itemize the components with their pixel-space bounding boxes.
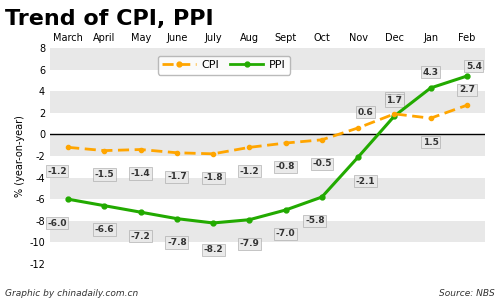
Text: 1.9: 1.9 (386, 94, 402, 103)
Bar (50, 178, 485, 199)
Bar (50, 134, 485, 156)
Text: -0.5: -0.5 (312, 159, 332, 168)
Text: -1.8: -1.8 (204, 173, 223, 182)
Bar (50, 91, 485, 113)
Text: -2.1: -2.1 (356, 176, 375, 185)
Text: -8.2: -8.2 (204, 245, 223, 254)
Text: 1.7: 1.7 (386, 96, 402, 105)
Text: -1.4: -1.4 (131, 169, 150, 178)
Text: -7.9: -7.9 (240, 239, 260, 248)
Text: -7.0: -7.0 (276, 230, 295, 238)
Text: -1.2: -1.2 (240, 167, 259, 176)
Text: 0.6: 0.6 (357, 108, 373, 117)
Bar (50, 156, 485, 178)
Text: 5.4: 5.4 (466, 61, 482, 70)
Bar (50, 113, 485, 134)
Text: -6.0: -6.0 (48, 219, 67, 228)
Text: 4.3: 4.3 (422, 68, 438, 77)
Bar (50, 199, 485, 221)
Text: 2.7: 2.7 (459, 85, 475, 94)
Bar (50, 70, 485, 91)
Text: -0.8: -0.8 (276, 163, 295, 172)
Text: -1.5: -1.5 (94, 170, 114, 179)
Text: -7.8: -7.8 (167, 238, 187, 247)
Legend: CPI, PPI: CPI, PPI (158, 56, 290, 75)
Bar (50, 221, 485, 242)
Text: Source: NBS: Source: NBS (440, 290, 495, 298)
Text: -7.2: -7.2 (131, 232, 150, 241)
Text: -1.7: -1.7 (167, 172, 187, 181)
Text: Trend of CPI, PPI: Trend of CPI, PPI (5, 10, 214, 29)
Text: 1.5: 1.5 (422, 138, 438, 147)
Text: -6.6: -6.6 (94, 225, 114, 234)
Y-axis label: % (year-on-year): % (year-on-year) (15, 115, 25, 197)
Text: -5.8: -5.8 (305, 217, 324, 226)
Text: Graphic by chinadaily.com.cn: Graphic by chinadaily.com.cn (5, 290, 138, 298)
Bar (50, 242, 485, 264)
Bar (50, 48, 485, 70)
Text: -1.2: -1.2 (47, 167, 67, 176)
